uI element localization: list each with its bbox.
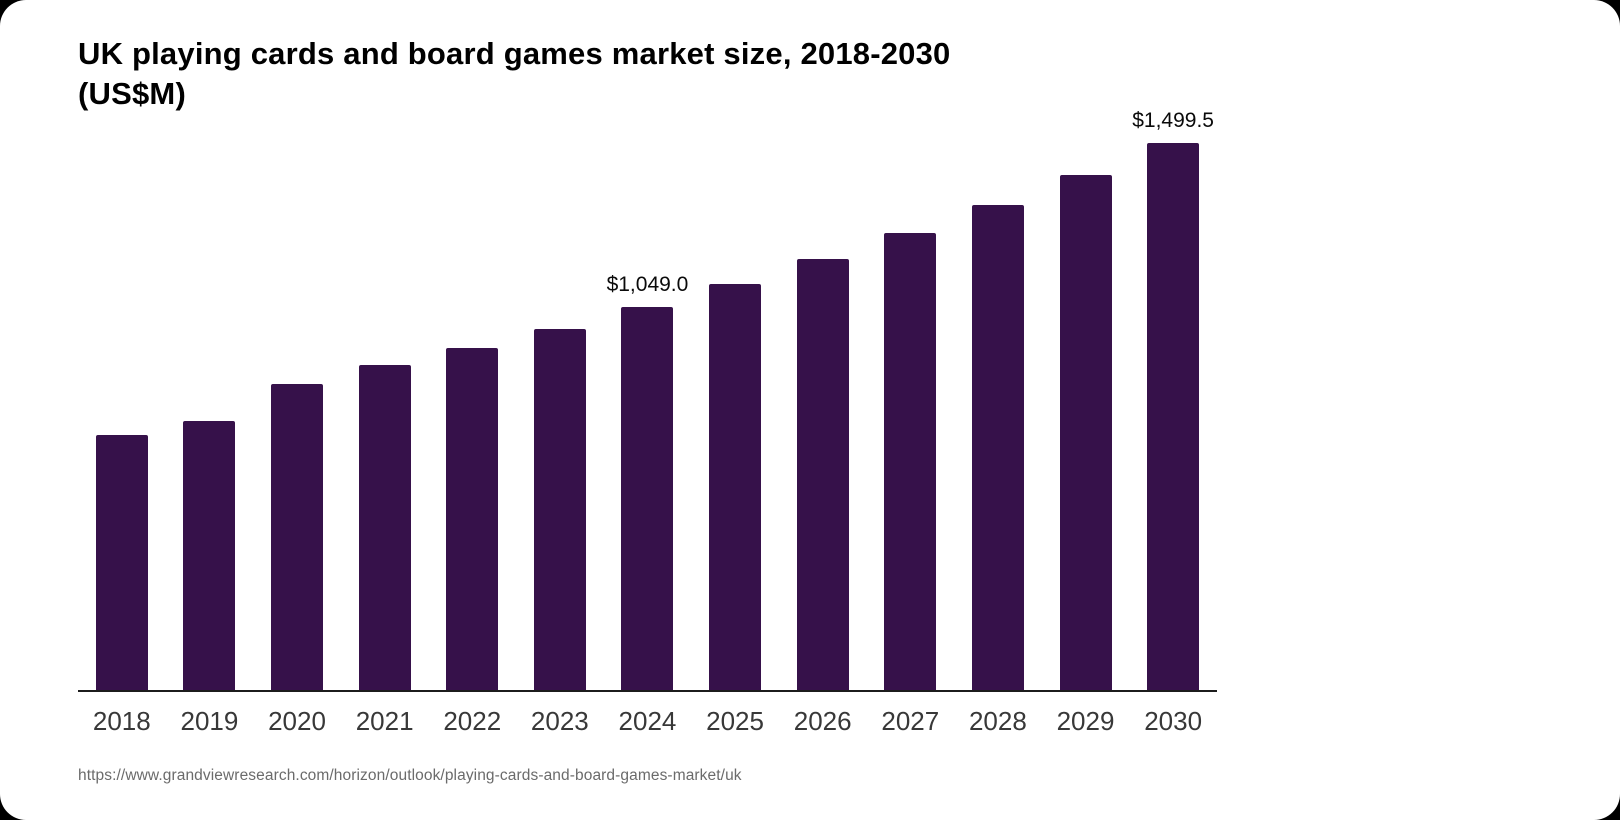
source-url: https://www.grandviewresearch.com/horizo…: [78, 767, 742, 784]
x-tick-label-2019: 2019: [180, 706, 239, 736]
bar-column-2027: [866, 128, 954, 690]
x-tick-label-2025: 2025: [706, 706, 764, 736]
bar-value-label-2030: $1,499.5: [1132, 109, 1214, 132]
x-tick-label-2024: 2024: [618, 706, 677, 736]
plot-area: $1,049.0 $1,499.5: [78, 109, 1217, 692]
x-tick-label-2030: 2030: [1144, 706, 1203, 736]
bar-2030: [1147, 143, 1200, 690]
bar-2018: [95, 435, 148, 690]
bar-2023: [533, 329, 586, 690]
bar-column-2026: [779, 128, 867, 690]
chart-title-line2: (US$M): [78, 76, 186, 111]
bar-2027: [884, 233, 937, 690]
bar-column-2028: [954, 128, 1042, 690]
bar-2024: [621, 307, 674, 690]
bar-2025: [709, 284, 762, 690]
bar-column-2018: [78, 128, 166, 690]
x-tick-label-2022: 2022: [443, 706, 502, 736]
bar-column-2021: [341, 128, 429, 690]
x-axis-labels: 2018 2019 2020 2021 2022 2023 2024 2025 2026 2027…: [78, 706, 1217, 737]
x-tick-label-2026: 2026: [793, 706, 852, 736]
bar-2021: [358, 365, 411, 690]
chart-title: UK playing cards and board games market …: [78, 0, 1620, 114]
bar-value-label-2024: $1,049.0: [606, 273, 689, 296]
bar-2026: [796, 259, 849, 690]
bar-column-2024: $1,049.0: [604, 128, 692, 690]
bar-2029: [1059, 175, 1112, 690]
bar-2022: [446, 348, 499, 690]
x-tick-label-2029: 2029: [1056, 706, 1115, 736]
x-tick-label-2028: 2028: [968, 706, 1027, 736]
bar-column-2025: [691, 128, 779, 690]
bar-column-2030: $1,499.5: [1129, 109, 1217, 690]
bar-column-2022: [428, 128, 516, 690]
bar-column-2029: [1042, 128, 1130, 690]
x-tick-label-2020: 2020: [268, 706, 326, 736]
bar-column-2019: [166, 128, 254, 690]
bar-2020: [271, 384, 324, 690]
bar-2028: [971, 205, 1024, 690]
chart-title-line1: UK playing cards and board games market …: [78, 36, 951, 71]
x-tick-label-2023: 2023: [530, 706, 589, 736]
x-tick-label-2018: 2018: [92, 706, 151, 736]
bar-column-2023: [516, 128, 604, 690]
x-tick-label-2021: 2021: [355, 706, 414, 736]
bar-2019: [183, 421, 236, 690]
x-tick-label-2027: 2027: [881, 706, 940, 736]
bar-column-2020: [253, 128, 341, 690]
bar-chart: $1,049.0 $1,499.5 2018 2019 2020 2021 2022 202…: [78, 109, 1217, 737]
